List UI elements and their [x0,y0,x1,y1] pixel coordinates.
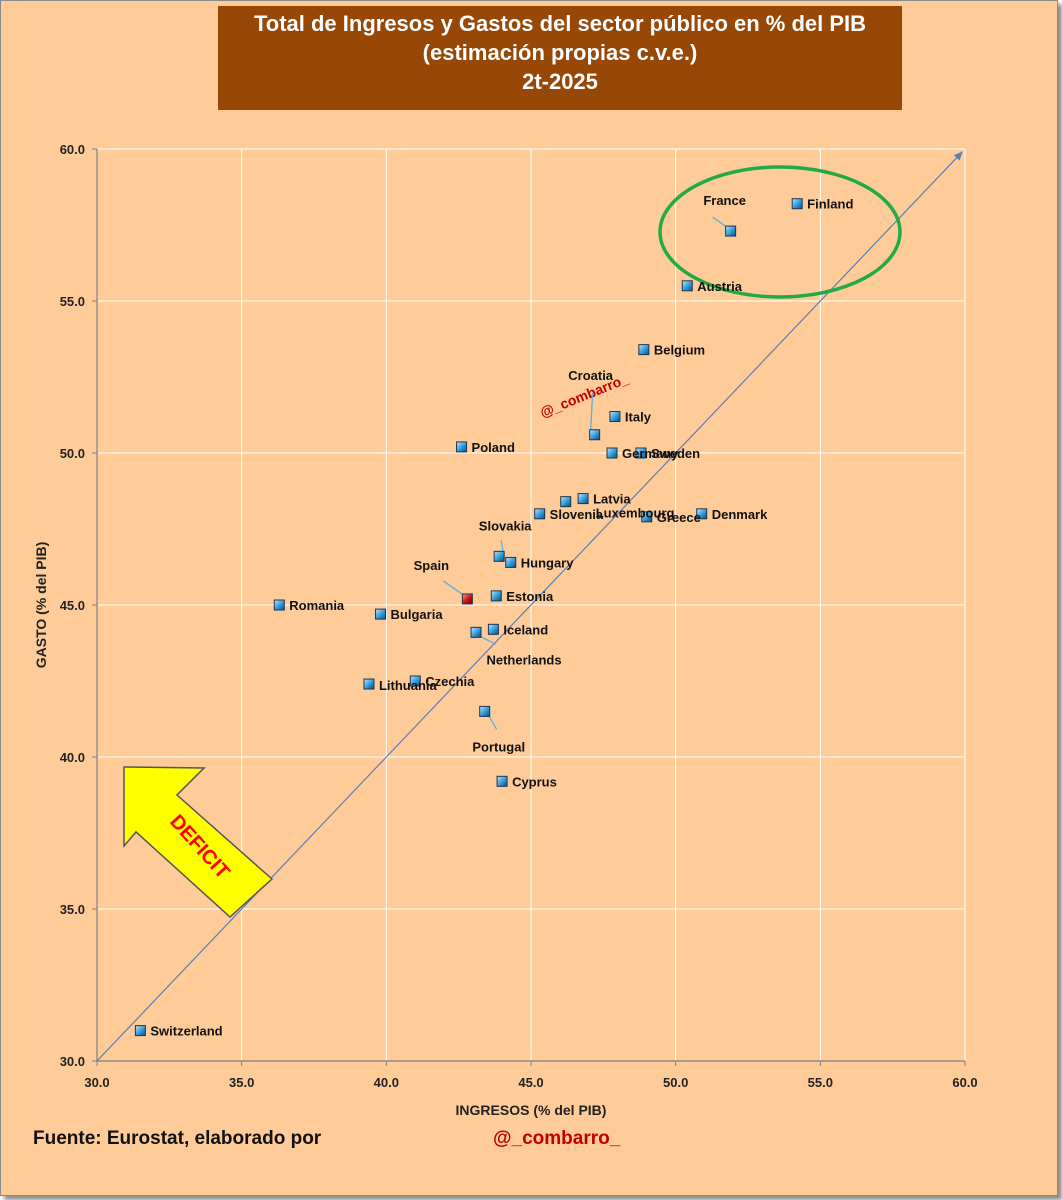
point-label: Romania [289,598,345,613]
data-point [606,447,618,459]
data-point [134,1025,146,1037]
point-label: Italy [625,410,652,425]
title-line-3: 2t-2025 [522,69,598,94]
point-label: Netherlands [486,652,561,667]
point-label: Portugal [472,739,525,754]
data-point [609,411,621,423]
point-labels: France Finland Austria Belgium Croatia Italy P… [150,193,853,1039]
point-label: Bulgaria [391,607,444,622]
point-label: Spain [414,558,449,573]
data-point [681,280,693,292]
data-point [375,608,387,620]
y-tick-label: 45.0 [60,598,85,613]
data-points [134,198,803,1037]
footer-author: @_combarro_ [493,1128,621,1149]
y-tick-label: 50.0 [60,446,85,461]
data-point [696,508,708,520]
point-label: Belgium [654,343,705,358]
point-label: Lithuania [379,678,438,693]
point-label: Estonia [506,589,554,604]
leader-line [479,635,497,645]
point-label: Luxembourg [596,506,675,521]
x-tick-label: 50.0 [663,1075,688,1090]
point-label: Poland [472,440,515,455]
chart-title: Total de Ingresos y Gastos del sector pú… [218,6,902,110]
data-point [791,198,803,210]
data-point [560,496,572,508]
data-point [635,447,647,459]
point-label: Germany [622,446,679,461]
data-point [496,775,508,787]
data-point [589,429,601,441]
y-axis-label: GASTO (% del PIB) [33,542,49,669]
data-point [493,550,505,562]
leader-line [590,392,594,431]
point-label: Finland [807,197,853,212]
data-point [638,344,650,356]
y-tick-label: 60.0 [60,142,85,157]
x-tick-label: 30.0 [84,1075,109,1090]
leader-line [488,715,498,730]
point-label: Iceland [503,622,548,637]
x-tick-label: 60.0 [952,1075,977,1090]
data-point [470,626,482,638]
point-label: Cyprus [512,774,557,789]
leader-lines [442,216,728,730]
point-label: Austria [697,279,743,294]
point-label: Greece [657,510,701,525]
deficit-arrow: DEFICIT [123,766,274,919]
x-tick-label: 55.0 [808,1075,833,1090]
point-label: Denmark [712,507,768,522]
point-label: Sweden [651,446,700,461]
point-label: Slovenia [550,507,604,522]
data-point [534,508,546,520]
x-tick-label: 45.0 [518,1075,543,1090]
point-label: Croatia [568,368,614,383]
highlight-ellipse [658,165,902,299]
x-tick-label: 35.0 [229,1075,254,1090]
point-label: Latvia [593,492,631,507]
footer-source: Fuente: Eurostat, elaborado por [33,1128,322,1149]
leader-line [712,216,728,228]
data-point [490,590,502,602]
data-point [479,705,491,717]
point-label: Hungary [521,555,575,570]
data-point [577,493,589,505]
y-tick-label: 55.0 [60,294,85,309]
point-label: Slovakia [479,518,533,533]
data-point [456,441,468,453]
data-point [363,678,375,690]
y-tick-label: 30.0 [60,1054,85,1069]
data-point [725,225,737,237]
leader-line [500,540,504,553]
title-line-1: Total de Ingresos y Gastos del sector pú… [253,11,867,36]
y-tick-label: 35.0 [60,902,85,917]
point-label: France [703,193,746,208]
y-tick-label: 40.0 [60,750,85,765]
tick-labels: 30.0 35.0 40.0 45.0 50.0 55.0 60.0 30.0 35.0 40.0… [60,142,978,1090]
data-point [505,556,517,568]
data-point [409,675,421,687]
data-point [641,511,653,523]
point-label: Czechia [425,674,475,689]
leader-line [442,580,464,596]
x-tick-label: 40.0 [374,1075,399,1090]
reference-diagonal-line [96,151,963,1062]
data-point [461,593,473,605]
x-axis-label: INGRESOS (% del PIB) [456,1102,607,1118]
data-point [273,599,285,611]
title-line-2: (estimación propias c.v.e.) [422,40,698,65]
data-point [487,623,499,635]
point-label: Switzerland [150,1024,222,1039]
